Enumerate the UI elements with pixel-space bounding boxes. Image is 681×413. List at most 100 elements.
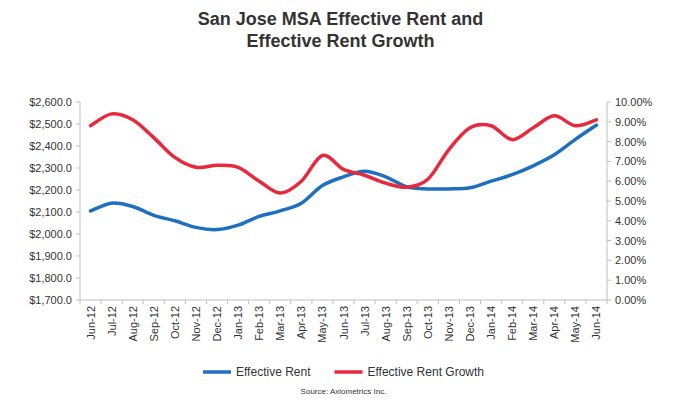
y-tick-label: $1,700.0 [29, 294, 72, 306]
y2-tick [607, 201, 611, 202]
y-tick [76, 278, 80, 279]
x-tick-label: Dec-13 [464, 306, 476, 341]
x-tick [206, 300, 207, 304]
x-tick [480, 300, 481, 304]
x-tick-label: Sep-13 [401, 306, 413, 341]
y2-tick [607, 280, 611, 281]
y2-tick-label: 6.00% [615, 175, 646, 187]
x-tick-label: Jun-14 [590, 306, 602, 340]
x-tick-label: Aug-13 [380, 306, 392, 341]
y-tick [76, 256, 80, 257]
y2-tick [607, 181, 611, 182]
x-axis-line [80, 300, 607, 301]
x-tick [522, 300, 523, 304]
legend-swatch [334, 370, 362, 374]
x-tick [164, 300, 165, 304]
x-tick [143, 300, 144, 304]
x-tick [269, 300, 270, 304]
x-tick [375, 300, 376, 304]
x-tick [227, 300, 228, 304]
x-tick [290, 300, 291, 304]
x-tick [311, 300, 312, 304]
x-tick [607, 300, 608, 304]
y-axis-line [80, 102, 81, 300]
y2-tick [607, 102, 611, 103]
source-note: Source: Axiometrics Inc. [301, 387, 387, 396]
y-tick [76, 168, 80, 169]
y2-tick-label: 1.00% [615, 274, 646, 286]
y2-tick-label: 2.00% [615, 254, 646, 266]
y2-tick-label: 3.00% [615, 235, 646, 247]
legend-label: Effective Rent [236, 365, 311, 379]
y-tick-label: $2,400.0 [29, 140, 72, 152]
x-tick-label: Aug-12 [127, 306, 139, 341]
series-line [91, 125, 597, 230]
y-tick-label: $2,100.0 [29, 206, 72, 218]
series-line [91, 114, 597, 193]
y2-tick-label: 9.00% [615, 116, 646, 128]
y-tick-label: $2,600.0 [29, 96, 72, 108]
y-tick-label: $2,000.0 [29, 228, 72, 240]
plot-area [91, 114, 597, 230]
x-tick [101, 300, 102, 304]
x-tick [564, 300, 565, 304]
x-tick [501, 300, 502, 304]
x-tick-label: Jun-13 [338, 306, 350, 340]
y2-tick-label: 4.00% [615, 215, 646, 227]
x-tick-label: Sep-12 [148, 306, 160, 341]
x-tick-label: Feb-13 [253, 306, 265, 341]
x-tick-label: Oct-13 [422, 306, 434, 339]
x-tick-label: Jan-13 [232, 306, 244, 340]
y2-tick [607, 240, 611, 241]
y-tick [76, 234, 80, 235]
x-tick-label: Jul-13 [359, 306, 371, 336]
chart: $1,700.0 $1,800.0 $1,900.0 $2,000.0 $2,100.0… [0, 0, 681, 413]
x-tick [459, 300, 460, 304]
y-tick [76, 212, 80, 213]
y2-tick [607, 260, 611, 261]
y2-tick [607, 161, 611, 162]
x-tick-label: Mar-13 [274, 306, 286, 341]
x-tick-label: Apr-14 [548, 306, 560, 339]
y2-tick-label: 5.00% [615, 195, 646, 207]
legend-swatch [203, 370, 231, 374]
y-tick-label: $2,300.0 [29, 162, 72, 174]
x-tick-label: Apr-13 [295, 306, 307, 339]
x-tick-label: Feb-14 [506, 306, 518, 341]
x-tick [543, 300, 544, 304]
x-tick-label: May-14 [569, 306, 581, 343]
y2-tick-label: 0.00% [615, 294, 646, 306]
y2-tick-label: 10.00% [615, 96, 653, 108]
chart-title: San Jose MSA Effective Rent and Effectiv… [196, 8, 486, 52]
y2-tick-label: 7.00% [615, 155, 646, 167]
x-tick-label: Jun-12 [85, 306, 97, 340]
x-tick [332, 300, 333, 304]
x-tick-label: Dec-12 [211, 306, 223, 341]
y-tick-label: $1,800.0 [29, 272, 72, 284]
y-tick [76, 146, 80, 147]
y2-tick-label: 8.00% [615, 136, 646, 148]
x-tick-label: Nov-12 [190, 306, 202, 341]
y-tick-label: $1,900.0 [29, 250, 72, 262]
x-tick [122, 300, 123, 304]
x-tick-label: Nov-13 [443, 306, 455, 341]
y-tick [76, 124, 80, 125]
x-tick-label: Jan-14 [485, 306, 497, 340]
y2-tick [607, 220, 611, 221]
y-tick-label: $2,500.0 [29, 118, 72, 130]
x-tick [248, 300, 249, 304]
legend-label: Effective Rent Growth [367, 365, 484, 379]
x-tick [354, 300, 355, 304]
x-tick [417, 300, 418, 304]
legend: Effective Rent Effective Rent Growth [203, 365, 484, 379]
x-tick [585, 300, 586, 304]
y-tick-label: $2,200.0 [29, 184, 72, 196]
x-tick [396, 300, 397, 304]
x-tick-label: May-13 [316, 306, 328, 343]
x-tick-label: Jul-12 [106, 306, 118, 336]
y-tick [76, 300, 80, 301]
y2-tick [607, 121, 611, 122]
x-tick-label: Oct-12 [169, 306, 181, 339]
x-tick-label: Mar-14 [527, 306, 539, 341]
y2-tick [607, 300, 611, 301]
